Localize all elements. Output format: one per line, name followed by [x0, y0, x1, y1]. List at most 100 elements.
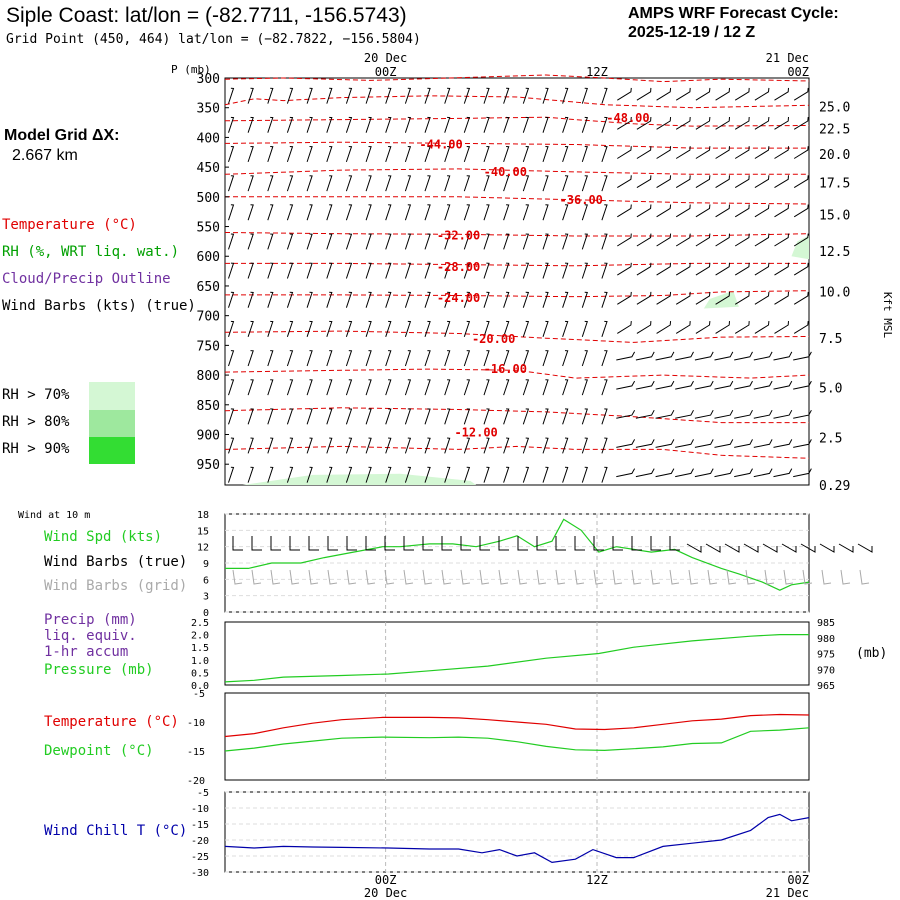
wind-barb: [385, 320, 392, 337]
wind-barb: [522, 320, 530, 337]
wind-barb: [522, 204, 530, 221]
wind-barb: [228, 291, 235, 308]
rh-region-2: [703, 290, 739, 309]
wind-barb: [793, 321, 809, 334]
wind-barb: [581, 146, 588, 163]
wind-barb: [694, 351, 714, 361]
wind-barb: [483, 291, 490, 308]
wind-barb: [444, 262, 451, 279]
wind-barb: [267, 116, 274, 133]
wind-barb-true: [857, 543, 873, 553]
wind-barb: [463, 146, 471, 163]
legend-wind-chill: Wind Chill T (°C): [44, 823, 188, 839]
wind-barb: [793, 233, 809, 247]
wind-barb-true: [498, 536, 509, 551]
wind-barb: [365, 175, 372, 192]
wind-barb: [286, 116, 294, 133]
wind-barb: [522, 146, 530, 163]
wind-barb: [542, 379, 549, 396]
wind-barb: [404, 146, 412, 163]
wind-barb: [306, 291, 313, 308]
wind-barb: [286, 350, 294, 367]
wind-barb: [286, 408, 294, 425]
temp-contour-label: -16.00: [484, 362, 527, 376]
windchill-tick-label: -20: [191, 836, 209, 847]
wind-barb: [267, 87, 274, 104]
wind-barb: [754, 175, 770, 189]
wind-speed-tick-label: 18: [197, 510, 209, 521]
wind-barb-grid: [650, 569, 661, 585]
wind-barb: [715, 175, 730, 189]
wind-barb: [635, 468, 655, 478]
wind-barb: [365, 379, 372, 396]
wind-barb: [463, 291, 471, 308]
wind-barb: [247, 116, 254, 133]
wind-barb: [601, 175, 608, 192]
wind-barb: [503, 116, 510, 133]
wind-barb-grid: [327, 569, 338, 585]
wind-barb: [793, 409, 812, 419]
wind-barb: [228, 262, 235, 279]
wind-barb: [444, 291, 451, 308]
wind-barb: [444, 87, 451, 104]
wind-barb: [774, 321, 789, 334]
wind-barb: [734, 409, 753, 419]
wind-barb: [542, 350, 549, 367]
wind-barb-grid: [802, 569, 813, 585]
wind-barb: [774, 233, 789, 247]
wind-barb: [522, 262, 530, 279]
wind-barb: [404, 291, 412, 308]
wind-barb: [385, 146, 392, 163]
wind-barb: [345, 87, 353, 104]
wind-barb-true: [762, 543, 778, 553]
precip-tick-label: 0.0: [191, 681, 209, 692]
wind-barb: [734, 204, 750, 218]
wind-barb: [483, 437, 490, 454]
wind-barb: [581, 233, 588, 250]
wind-barb: [522, 175, 530, 192]
wind-barb: [228, 350, 235, 367]
wind-barb: [656, 87, 672, 101]
wind-barb: [581, 350, 588, 367]
temperature-line: [224, 713, 810, 738]
wind-barb: [655, 409, 675, 419]
wind-barb-true: [289, 536, 300, 551]
wind-barb: [773, 380, 793, 390]
wind-barb: [385, 379, 392, 396]
wind-barb: [601, 466, 608, 483]
wind-barb: [754, 87, 770, 101]
wind-barb: [404, 87, 412, 104]
wind-barb: [734, 87, 750, 101]
wind-barb: [247, 87, 254, 104]
wind-barb-true: [422, 536, 433, 551]
wind-barb: [542, 204, 549, 221]
rh-region-0: [242, 473, 477, 485]
wind-barb: [503, 437, 510, 454]
pressure-tick-label: 400: [197, 131, 220, 146]
wind-barb: [503, 262, 510, 279]
wind-barb: [734, 175, 750, 189]
wind-barb: [483, 233, 490, 250]
top-hour-label: 00Z: [375, 65, 397, 79]
wind-barb-true: [781, 543, 797, 553]
wind-barb: [463, 87, 471, 104]
wind-barb: [562, 116, 569, 133]
top-day-label: 20 Dec: [364, 51, 407, 65]
wind-barb: [635, 439, 655, 448]
wind-barb: [715, 146, 730, 159]
wind-barb: [365, 87, 372, 104]
wind-barb: [695, 233, 711, 247]
wind-barb: [562, 466, 569, 483]
wind-barb: [385, 437, 392, 454]
wind-barb: [306, 204, 313, 221]
wind-barb: [617, 87, 632, 101]
wind-barb: [424, 320, 431, 337]
precip-tick-label: 2.5: [191, 618, 209, 629]
wind-barb: [404, 233, 412, 250]
wind-barb: [601, 204, 608, 221]
wind-barb: [522, 350, 530, 367]
temp-contour-4: [224, 168, 809, 175]
wind-barb: [714, 439, 734, 448]
wind-barb: [306, 262, 313, 279]
wind-barb: [675, 468, 694, 478]
